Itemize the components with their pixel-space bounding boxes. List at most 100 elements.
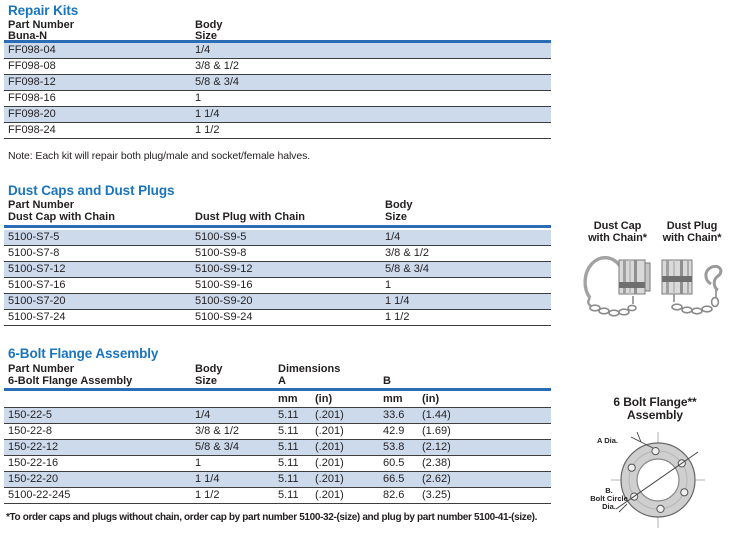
dust-cap-figure: Dust Cap with Chain*: [570, 220, 665, 322]
repair-kits-table-header: Part Number Buna-N Body Size: [4, 19, 551, 43]
dim-a-mm-cell: 5.11: [278, 409, 299, 421]
body-size-cell: 1: [385, 279, 392, 291]
body-size-cell: 1 1/4: [385, 295, 410, 307]
table-row: 5100-S7-24 5100-S9-24 1 1/2: [4, 310, 551, 326]
plug-part-cell: 5100-S9-12: [195, 263, 253, 275]
column-header: Buna-N: [8, 30, 48, 42]
cap-part-cell: 5100-S7-8: [8, 247, 60, 259]
flange-diagram: [611, 431, 705, 528]
body-size-cell: 3/8 & 1/2: [385, 247, 430, 259]
flange-figure-label: 6 Bolt Flange** Assembly: [613, 395, 697, 422]
dim-a-in-cell: (.201): [315, 473, 344, 485]
dust-cap-figure-label: Dust Cap with Chain*: [588, 220, 647, 244]
table-row: 5100-S7-12 5100-S9-12 5/8 & 3/4: [4, 262, 551, 278]
column-header: Body: [195, 19, 223, 31]
flange-table-body: 150-22-5 1/4 5.11 (.201) 33.6 (1.44) 150…: [4, 408, 551, 504]
column-header: A: [278, 375, 286, 387]
cap-part-cell: 5100-S7-20: [8, 295, 66, 307]
dim-a-in-cell: (.201): [315, 489, 344, 501]
table-row: 5100-S7-16 5100-S9-16 1: [4, 278, 551, 294]
part-number-cell: FF098-24: [8, 124, 56, 136]
column-header: Part Number: [8, 19, 75, 31]
body-size-cell: 5/8 & 3/4: [385, 263, 430, 275]
column-header: Size: [195, 375, 218, 387]
column-header: Size: [195, 30, 218, 42]
column-header: B: [383, 375, 391, 387]
dim-a-mm-cell: 5.11: [278, 473, 299, 485]
cap-part-cell: 5100-S7-5: [8, 231, 60, 243]
cap-part-cell: 5100-S7-24: [8, 311, 66, 323]
table-row: FF098-24 1 1/2: [4, 123, 551, 139]
dim-b-mm-cell: 66.5: [383, 473, 405, 485]
plug-part-cell: 5100-S9-5: [195, 231, 247, 243]
body-size-cell: 1/4: [385, 231, 401, 243]
table-row: 150-22-20 1 1/4 5.11 (.201) 66.5 (2.62): [4, 472, 551, 488]
part-number-cell: FF098-04: [8, 44, 56, 56]
table-row: FF098-20 1 1/4: [4, 107, 551, 123]
table-row: 150-22-8 3/8 & 1/2 5.11 (.201) 42.9 (1.6…: [4, 424, 551, 440]
body-size-cell: 1 1/2: [195, 489, 220, 501]
dim-a-mm-cell: 5.11: [278, 425, 299, 437]
table-row: 150-22-16 1 5.11 (.201) 60.5 (2.38): [4, 456, 551, 472]
column-header: Part Number: [8, 363, 75, 375]
part-number-cell: 5100-22-245: [8, 489, 71, 501]
plug-part-cell: 5100-S9-16: [195, 279, 253, 291]
dim-a-in-cell: (.201): [315, 409, 344, 421]
body-size-cell: 5/8 & 3/4: [195, 441, 240, 453]
cap-part-cell: 5100-S7-16: [8, 279, 66, 291]
dim-a-mm-cell: 5.11: [278, 441, 299, 453]
body-size-cell: 1/4: [195, 44, 211, 56]
table-row: 150-22-5 1/4 5.11 (.201) 33.6 (1.44): [4, 408, 551, 424]
unit-header: mm: [278, 393, 298, 405]
flange-table-header: Part Number 6-Bolt Flange Assembly Body …: [4, 364, 551, 391]
column-header: Body: [195, 363, 223, 375]
dust-caps-table-body: 5100-S7-5 5100-S9-5 1/4 5100-S7-8 5100-S…: [4, 230, 551, 326]
plug-part-cell: 5100-S9-8: [195, 247, 247, 259]
body-size-cell: 1: [195, 457, 202, 469]
unit-header: (in): [422, 393, 440, 405]
dust-plug-figure: Dust Plug with Chain*: [654, 220, 730, 322]
part-number-cell: FF098-16: [8, 92, 56, 104]
dim-a-mm-cell: 5.11: [278, 489, 299, 501]
table-row: 5100-S7-5 5100-S9-5 1/4: [4, 230, 551, 246]
dim-b-in-cell: (1.69): [422, 425, 451, 437]
body-size-cell: 5/8 & 3/4: [195, 76, 240, 88]
plug-part-cell: 5100-S9-24: [195, 311, 253, 323]
column-header: Dust Plug with Chain: [195, 211, 305, 223]
dim-b-mm-cell: 33.6: [383, 409, 405, 421]
dim-b-mm-cell: 53.8: [383, 441, 405, 453]
part-number-cell: FF098-12: [8, 76, 56, 88]
table-row: 5100-S7-20 5100-S9-20 1 1/4: [4, 294, 551, 310]
column-header: Dust Cap with Chain: [8, 211, 115, 223]
table-row: 5100-S7-8 5100-S9-8 3/8 & 1/2: [4, 246, 551, 262]
column-header: Dimensions: [278, 363, 341, 375]
part-number-cell: 150-22-12: [8, 441, 59, 453]
part-number-cell: 150-22-5: [8, 409, 53, 421]
table-row: FF098-08 3/8 & 1/2: [4, 59, 551, 75]
body-size-cell: 1/4: [195, 409, 211, 421]
dust-caps-table-header: Part Number Dust Cap with Chain Dust Plu…: [4, 200, 551, 228]
repair-kits-title: Repair Kits: [8, 3, 79, 18]
body-size-cell: 1 1/2: [195, 124, 220, 136]
part-number-cell: 150-22-20: [8, 473, 59, 485]
dust-cap-image: [582, 255, 650, 317]
order-footnote: *To order caps and plugs without chain, …: [6, 512, 538, 523]
dust-plug-figure-label: Dust Plug with Chain*: [662, 220, 722, 244]
dim-b-in-cell: (2.12): [422, 441, 451, 453]
column-header: Body: [385, 199, 413, 211]
dim-b-mm-cell: 82.6: [383, 489, 405, 501]
dim-b-mm-cell: 60.5: [383, 457, 405, 469]
repair-kits-note: Note: Each kit will repair both plug/mal…: [8, 150, 311, 162]
dim-b-mm-cell: 42.9: [383, 425, 405, 437]
dim-a-in-cell: (.201): [315, 441, 344, 453]
dim-a-mm-cell: 5.11: [278, 457, 299, 469]
dim-b-in-cell: (1.44): [422, 409, 451, 421]
body-size-cell: 1 1/4: [195, 473, 220, 485]
repair-kits-table-body: FF098-04 1/4 FF098-08 3/8 & 1/2 FF098-12…: [4, 43, 551, 139]
flange-title: 6-Bolt Flange Assembly: [8, 346, 159, 361]
unit-header: (in): [315, 393, 333, 405]
part-number-cell: FF098-08: [8, 60, 56, 72]
unit-header: mm: [383, 393, 403, 405]
table-row: FF098-16 1: [4, 91, 551, 107]
